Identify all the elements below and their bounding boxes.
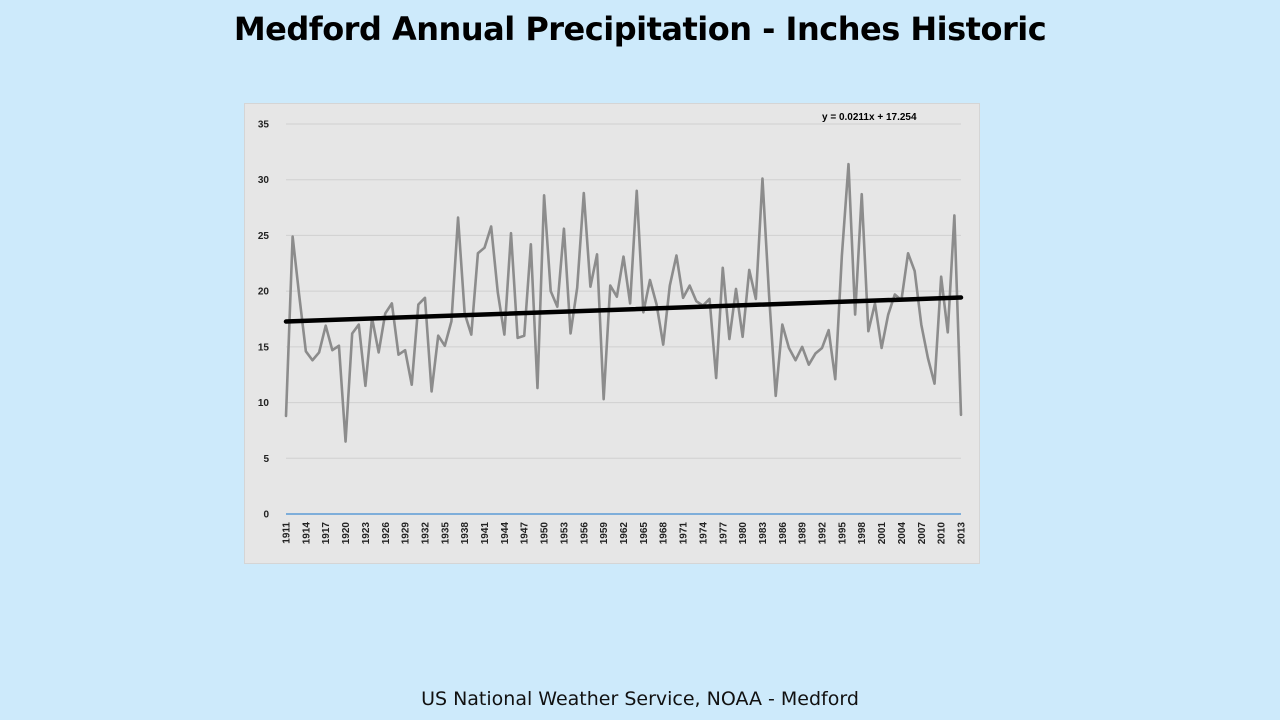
y-tick-label: 35 (258, 120, 270, 131)
x-tick-label: 2004 (897, 522, 908, 545)
source-caption: US National Weather Service, NOAA - Medf… (421, 688, 859, 710)
y-tick-label: 30 (258, 175, 270, 186)
data-series (284, 162, 963, 443)
trendline (283, 295, 964, 324)
y-tick-label: 10 (258, 398, 270, 409)
y-tick-label: 20 (258, 287, 270, 298)
y-tick-label: 25 (258, 231, 270, 242)
x-tick-label: 2013 (957, 522, 968, 545)
x-tick-label: 1998 (857, 522, 868, 545)
trendline-group (283, 295, 964, 324)
x-tick-label: 1959 (599, 522, 610, 545)
x-tick-label: 1980 (738, 522, 749, 545)
x-tick-label: 1956 (579, 522, 590, 545)
x-tick-label: 1926 (381, 522, 392, 545)
x-tick-label: 1923 (361, 522, 372, 545)
x-tick-label: 1971 (679, 522, 690, 545)
x-tick-label: 2001 (877, 522, 888, 545)
x-tick-label: 1965 (639, 522, 650, 545)
x-tick-label: 1950 (540, 522, 551, 545)
x-tick-label: 1941 (480, 522, 491, 545)
x-tick-label: 2007 (917, 522, 928, 545)
slide-title: Medford Annual Precipitation - Inches Hi… (233, 10, 1047, 48)
x-tick-label: 1911 (282, 522, 293, 544)
x-tick-label: 1968 (659, 522, 670, 545)
x-tick-label: 1986 (778, 522, 789, 545)
x-tick-label: 1962 (619, 522, 630, 545)
y-axis-ticks: 0 5 10 15 20 25 30 35 (258, 120, 270, 521)
x-tick-label: 1995 (837, 522, 848, 545)
x-tick-label: 1938 (460, 522, 471, 545)
x-tick-label: 1932 (420, 522, 431, 545)
x-tick-label: 1917 (321, 522, 332, 545)
x-tick-label: 1974 (698, 522, 709, 545)
y-tick-label: 5 (263, 454, 269, 465)
x-tick-label: 2010 (937, 522, 948, 545)
x-tick-label: 1944 (500, 522, 511, 545)
x-tick-label: 1953 (559, 522, 570, 545)
chart-panel: 0 5 10 15 20 25 30 35 1911 1914 1917 1920 1923 1926 1… (244, 103, 980, 564)
x-tick-label: 1920 (341, 522, 352, 545)
y-tick-label: 15 (258, 342, 270, 353)
x-axis-ticks: 1911 1914 1917 1920 1923 1926 1929 1932 1935 1938… (282, 522, 968, 545)
x-tick-label: 1947 (520, 522, 531, 545)
gridlines (286, 123, 961, 459)
trendline-equation: y = 0.0211x + 17.254 (822, 112, 917, 123)
x-tick-label: 1983 (758, 522, 769, 545)
x-tick-label: 1914 (301, 522, 312, 545)
x-tick-label: 1929 (401, 522, 412, 545)
x-tick-label: 1992 (818, 522, 829, 545)
y-tick-label: 0 (263, 510, 269, 521)
x-tick-label: 1935 (440, 522, 451, 545)
precipitation-series-line (284, 162, 963, 443)
x-tick-label: 1977 (718, 522, 729, 545)
x-tick-label: 1989 (798, 522, 809, 545)
